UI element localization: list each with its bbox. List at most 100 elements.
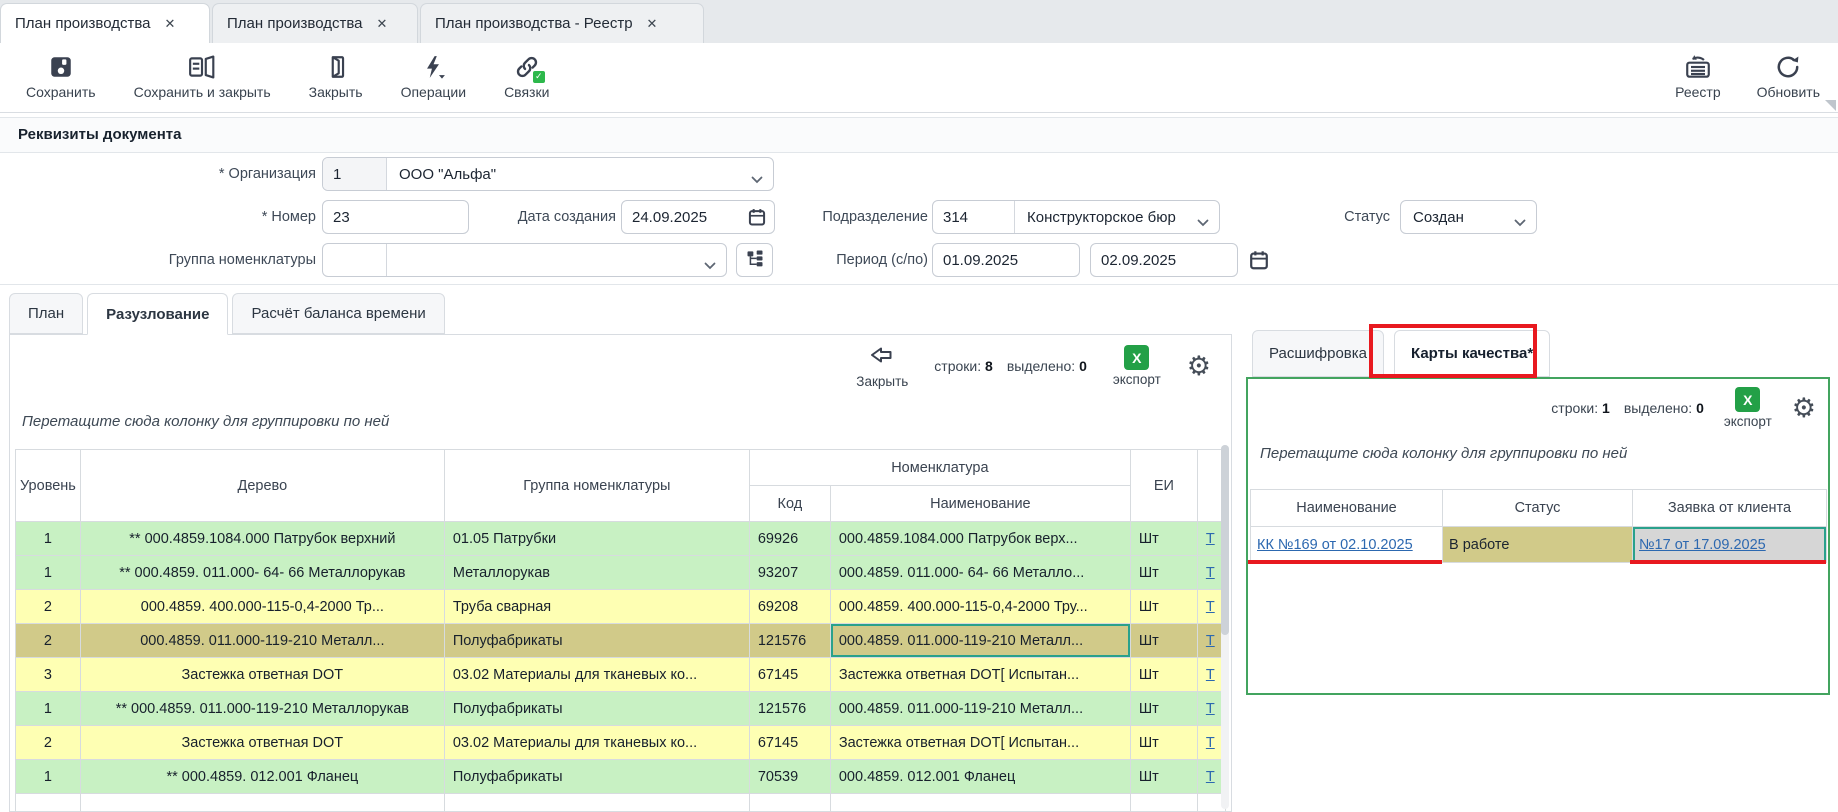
period-to-input[interactable]: 02.09.2025 (1090, 243, 1238, 277)
selected-label: выделено: (1623, 400, 1693, 416)
organization-combo[interactable]: 1 ООО "Альфа" (322, 157, 774, 191)
razuzlovanie-table: Уровень Дерево Группа номенклатуры Номен… (15, 449, 1226, 812)
quality-cards-table: Наименование Статус Заявка от клиента КК… (1250, 489, 1827, 563)
table-row[interactable]: КК №169 от 02.10.2025 В работе №17 от 17… (1250, 526, 1827, 563)
save-and-close-button[interactable]: Сохранить и закрыть (134, 53, 271, 100)
razuzlovanie-panel: Закрыть строки: 8 выделено: 0 X экспорт … (9, 334, 1232, 812)
chevron-down-icon (1197, 214, 1209, 231)
tab-plan[interactable]: План (9, 293, 84, 334)
column-header-name[interactable]: Наименование (1250, 489, 1443, 527)
scrollbar-thumb[interactable] (1221, 445, 1229, 635)
gear-icon[interactable]: ⚙ (1791, 392, 1816, 423)
group-by-hint: Перетащите сюда колонку для группировки … (22, 413, 390, 430)
excel-icon: X (1124, 345, 1150, 370)
department-combo[interactable]: 314 Конструкторское бюр (932, 200, 1220, 234)
vertical-scrollbar[interactable] (1221, 445, 1229, 809)
period-calendar-icon[interactable] (1248, 249, 1270, 276)
selected-cell[interactable]: 000.4859. 011.000-119-210 Металл... (829, 623, 1131, 658)
door-icon (323, 53, 349, 81)
export-excel-button[interactable]: X экспорт (1724, 387, 1772, 429)
registry-icon (1684, 53, 1712, 81)
close-icon[interactable]: ✕ (376, 15, 388, 31)
export-excel-button[interactable]: X экспорт (1113, 345, 1161, 387)
gear-icon[interactable]: ⚙ (1186, 350, 1211, 381)
chevron-down-icon (704, 257, 716, 274)
quality-card-link[interactable]: КК №169 от 02.10.2025 (1257, 536, 1413, 553)
organization-code-field[interactable]: 1 (323, 158, 387, 190)
lightning-icon (420, 53, 446, 81)
row-link[interactable]: Т (1205, 530, 1215, 547)
nomenclature-tree-button[interactable] (736, 243, 773, 277)
nomenclature-group-code-field[interactable] (323, 244, 387, 276)
table-row[interactable]: 2 Застежка ответная DOT 03.02 Материалы … (15, 725, 1226, 760)
status-cell[interactable]: В работе (1442, 526, 1633, 563)
row-link[interactable]: Т (1205, 632, 1215, 649)
nomenclature-group-combo[interactable] (322, 243, 727, 277)
registry-button[interactable]: Реестр (1675, 53, 1721, 100)
tab-time-balance[interactable]: Расчёт баланса времени (232, 293, 445, 334)
client-request-link[interactable]: №17 от 17.09.2025 (1639, 536, 1766, 553)
close-icon[interactable]: ✕ (646, 15, 658, 31)
save-and-close-icon (188, 53, 216, 81)
refresh-button[interactable]: Обновить (1757, 53, 1820, 100)
client-request-cell[interactable]: №17 от 17.09.2025 (1632, 526, 1827, 563)
column-header-name[interactable]: Наименование (829, 485, 1131, 522)
tab-rasshifrovka[interactable]: Расшифровка (1252, 330, 1384, 377)
rows-label: строки: (1551, 400, 1599, 416)
chevron-down-icon (751, 171, 763, 188)
department-name-value: Конструкторское бюр (1027, 208, 1176, 226)
close-button[interactable]: Закрыть (309, 53, 363, 100)
status-combo[interactable]: Создан (1400, 200, 1537, 234)
calendar-icon[interactable] (747, 207, 767, 231)
table-row[interactable]: 1 ** 000.4859. 011.000- 64- 66 Металлору… (15, 555, 1226, 590)
column-header-nomenclature[interactable]: Номенклатура (748, 449, 1131, 486)
creation-date-input[interactable]: 24.09.2025 (621, 200, 775, 234)
row-link[interactable]: Т (1205, 734, 1215, 751)
table-row[interactable]: 3 Застежка ответная DOT 03.02 Материалы … (15, 657, 1226, 692)
close-icon[interactable]: ✕ (164, 15, 176, 31)
view-tab-strip: План Разузлование Расчёт баланса времени (9, 293, 445, 335)
table-row[interactable]: 2 000.4859. 400.000-115-0,4-2000 Тр... Т… (15, 589, 1226, 624)
row-link[interactable]: Т (1205, 700, 1215, 717)
tab-razuzlovanie[interactable]: Разузлование (87, 293, 229, 335)
creation-date-label: Дата создания (517, 209, 616, 225)
app-tab-production-plan-registry[interactable]: План производства - Реестр ✕ (420, 3, 704, 43)
column-header-client-request[interactable]: Заявка от клиента (1632, 489, 1827, 527)
table-row[interactable]: 1 ** 000.4859. 011.000-119-210 Металлору… (15, 691, 1226, 726)
app-tab-label: План производства (227, 15, 363, 32)
department-code-field[interactable]: 314 (933, 201, 1015, 233)
number-label: * Номер (261, 209, 316, 225)
department-label: Подразделение (822, 209, 928, 225)
table-row[interactable]: 1 ** 000.4859. 012.001 Фланец Полуфабрик… (15, 759, 1226, 794)
links-button[interactable]: ✓ Связки (504, 53, 549, 100)
right-tab-strip: Расшифровка Карты качества* (1252, 330, 1551, 377)
right-grid-toolbar: строки: 1 выделено: 0 X экспорт ⚙ (1551, 387, 1816, 429)
row-link[interactable]: Т (1205, 666, 1215, 683)
rows-count: 8 (985, 358, 993, 374)
column-header-code[interactable]: Код (748, 485, 831, 522)
grid-close-button[interactable]: Закрыть (856, 343, 908, 389)
app-tab-production-plan-2[interactable]: План производства ✕ (212, 3, 418, 43)
row-link[interactable]: Т (1205, 598, 1215, 615)
column-header-level[interactable]: Уровень (15, 449, 81, 522)
status-label: Статус (1344, 209, 1390, 225)
row-link[interactable]: Т (1205, 768, 1215, 785)
period-from-input[interactable]: 01.09.2025 (932, 243, 1080, 277)
quality-card-cell[interactable]: КК №169 от 02.10.2025 (1250, 526, 1443, 563)
table-row[interactable]: 1 ** 000.4859.1084.000 Патрубок верхний … (15, 521, 1226, 556)
tab-quality-cards[interactable]: Карты качества* (1394, 330, 1551, 377)
save-icon (48, 53, 74, 81)
app-tab-production-plan-1[interactable]: План производства ✕ (0, 3, 210, 43)
operations-button[interactable]: Операции (401, 53, 466, 100)
number-input[interactable]: 23 (322, 200, 469, 234)
row-link[interactable]: Т (1205, 564, 1215, 581)
left-grid-toolbar: Закрыть строки: 8 выделено: 0 X экспорт … (856, 343, 1211, 389)
column-header-group[interactable]: Группа номенклатуры (443, 449, 750, 522)
table-row-selected[interactable]: 2 000.4859. 011.000-119-210 Металл... По… (15, 623, 1226, 658)
save-button[interactable]: Сохранить (26, 53, 96, 100)
column-header-unit[interactable]: ЕИ (1129, 449, 1198, 522)
column-header-status[interactable]: Статус (1442, 489, 1633, 527)
chain-link-icon: ✓ (514, 53, 546, 84)
column-header-tree[interactable]: Дерево (79, 449, 445, 522)
